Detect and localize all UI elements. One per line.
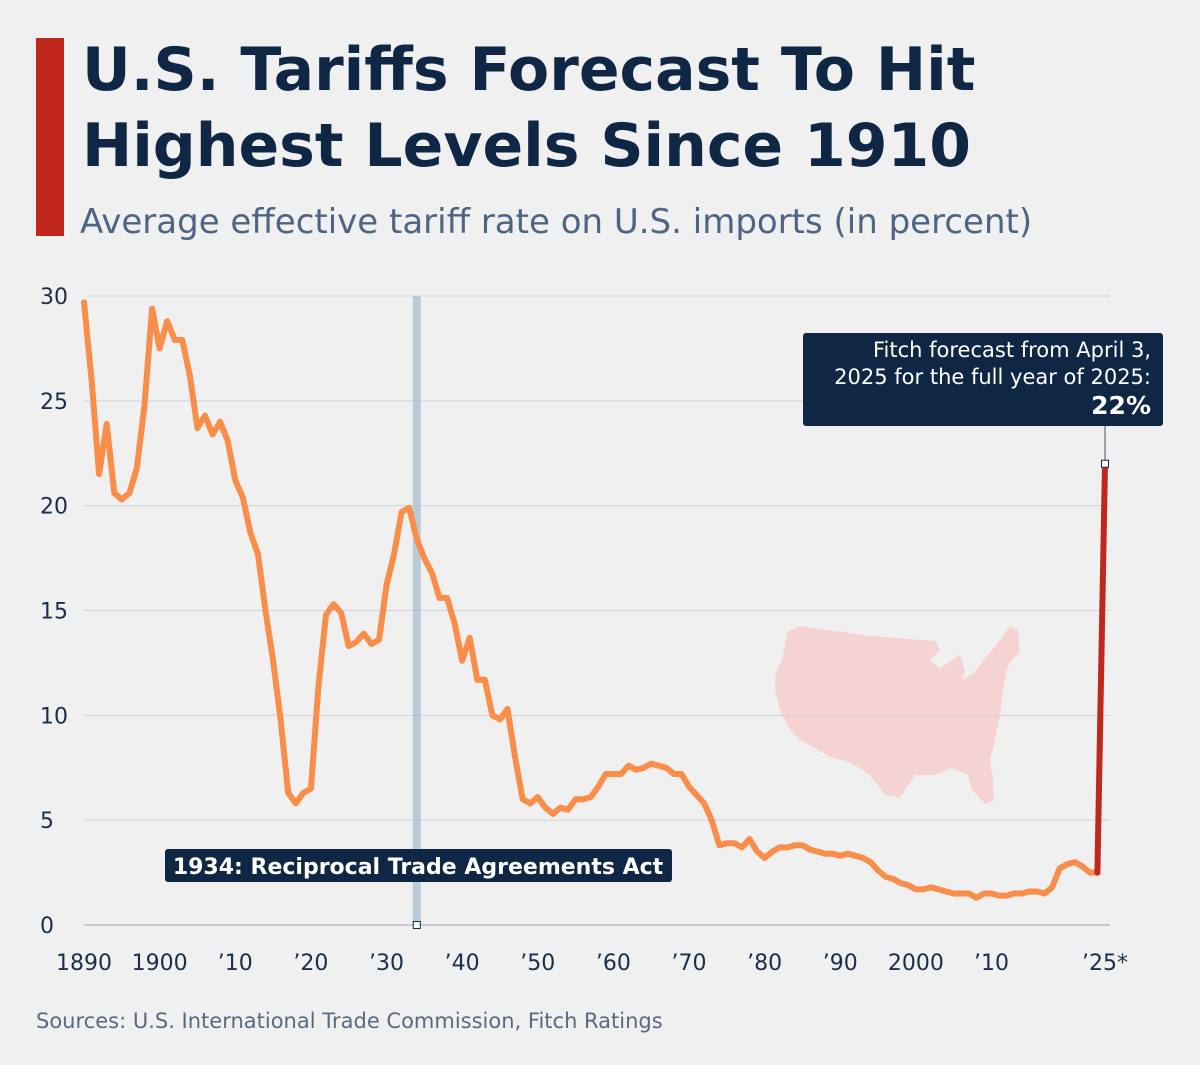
x-tick-label: ’30 <box>369 951 404 976</box>
x-tick-label: ’40 <box>445 951 480 976</box>
x-tick-label: ’10 <box>218 951 253 976</box>
x-tick-label: 1890 <box>56 951 112 976</box>
x-tick-label: ’10 <box>974 951 1009 976</box>
line-series <box>81 299 1101 901</box>
source: Sources: U.S. International Trade Commis… <box>36 1009 663 1033</box>
x-tick-label: ’60 <box>596 951 631 976</box>
x-tick-label: 1900 <box>132 951 188 976</box>
line-series <box>1094 460 1108 876</box>
data-label: 22% <box>1091 391 1151 420</box>
y-tick-label: 20 <box>40 495 68 520</box>
y-tick-label: 25 <box>40 390 68 415</box>
y-tick-label: 15 <box>40 600 68 625</box>
chart-subtitle: Average effective tariff rate on U.S. im… <box>80 202 1032 242</box>
annotation-marker <box>412 921 421 929</box>
x-tick-label: ’50 <box>520 951 555 976</box>
y-tick-label: 10 <box>40 704 68 729</box>
x-tick-label: 2000 <box>888 951 944 976</box>
accent-bar <box>36 38 64 236</box>
x-tick-label: ’25* <box>1082 951 1128 976</box>
x-tick-label: ’20 <box>293 951 328 976</box>
annotation-box <box>803 333 1163 426</box>
x-tick-label: ’70 <box>672 951 707 976</box>
annotation-text: Fitch forecast from April 3, <box>873 338 1151 362</box>
annotation-box <box>165 849 672 882</box>
annotation-text: 2025 for the full year of 2025: <box>834 365 1151 389</box>
chart-title: U.S. Tariffs Forecast To Hit <box>82 35 975 105</box>
chart-title: Highest Levels Since 1910 <box>82 111 971 181</box>
annotation-text: 1934: Reciprocal Trade Agreements Act <box>173 855 664 880</box>
x-tick-label: ’80 <box>747 951 782 976</box>
annotation: 1934: Reciprocal Trade Agreements Act <box>165 849 672 882</box>
point-marker <box>1101 459 1109 468</box>
y-tick-label: 30 <box>40 285 68 310</box>
y-tick-label: 5 <box>40 809 54 834</box>
x-tick-label: ’90 <box>823 951 858 976</box>
y-tick-label: 0 <box>40 914 54 939</box>
